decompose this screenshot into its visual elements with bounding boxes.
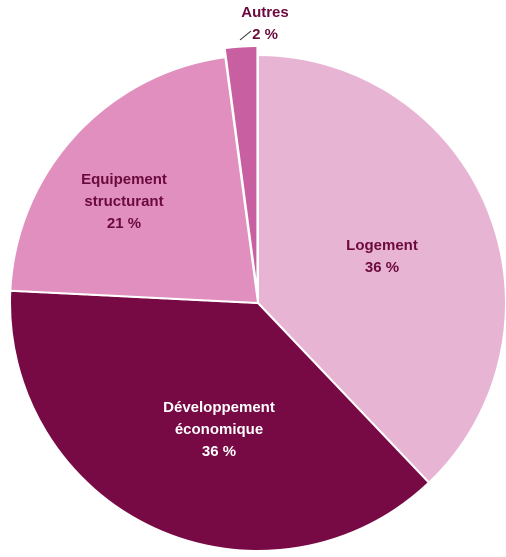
slice-label-developpement-economique: Développement économique 36 % <box>163 399 275 460</box>
pie-slice-equipement-structurant <box>9 56 260 305</box>
slice-name-label: Développement <box>163 399 275 416</box>
slice-value-label: 21 % <box>107 215 141 232</box>
pie-slice-developpement-economique <box>9 289 431 552</box>
slice-label-autres: Autres 2 % <box>241 4 289 43</box>
slice-value-label: 36 % <box>365 259 399 276</box>
slice-value-label: 2 % <box>252 26 278 43</box>
pie-slice-autres <box>223 45 259 295</box>
slice-name-label: Equipement <box>81 171 167 188</box>
pie-labels: Logement 36 % Développement économique 36 % E… <box>81 4 418 460</box>
autres-leader-line <box>239 30 252 41</box>
slice-name-label: Autres <box>241 4 289 21</box>
slice-name-label: économique <box>175 421 263 438</box>
slice-value-label: 36 % <box>202 443 236 460</box>
pie-slice-logement <box>257 53 506 485</box>
pie-slices <box>9 45 506 552</box>
slice-label-equipement-structurant: Equipement structurant 21 % <box>81 171 167 232</box>
slice-name-label: structurant <box>84 193 163 210</box>
slice-label-logement: Logement 36 % <box>346 237 418 276</box>
slice-name-label: Logement <box>346 237 418 254</box>
